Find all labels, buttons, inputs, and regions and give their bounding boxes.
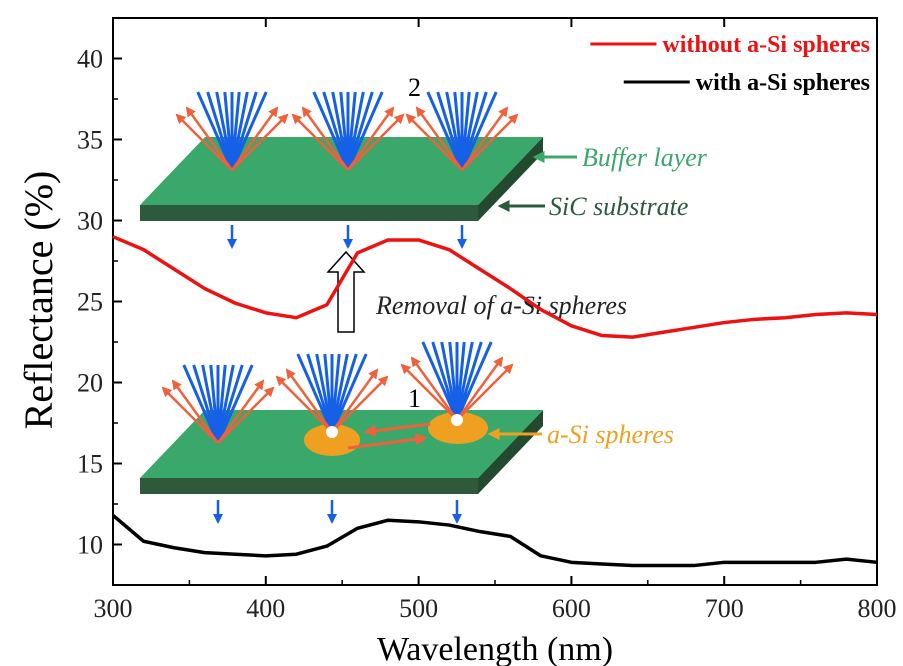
y-tick-label: 25 (77, 288, 103, 317)
y-tick-label: 20 (77, 369, 103, 398)
legend-label: with a-Si spheres (696, 70, 870, 96)
legend-label: without a-Si spheres (662, 32, 870, 58)
hot-spot (326, 426, 338, 438)
substrate (140, 205, 478, 221)
x-axis-label: Wavelength (nm) (377, 631, 613, 666)
substrate (140, 478, 478, 494)
y-tick-label: 10 (77, 531, 103, 560)
x-tick-label: 400 (246, 594, 285, 623)
y-tick-label: 15 (77, 450, 103, 479)
annotation: Buffer layer (582, 143, 708, 172)
annotation: SiC substrate (549, 192, 688, 221)
annotation: 2 (408, 73, 421, 102)
x-tick-label: 800 (858, 594, 897, 623)
x-tick-label: 500 (399, 594, 438, 623)
annotation: 1 (408, 384, 421, 413)
y-tick-label: 35 (77, 126, 103, 155)
x-tick-label: 600 (552, 594, 591, 623)
annotation: a-Si spheres (547, 420, 674, 449)
x-tick-label: 300 (94, 594, 133, 623)
x-tick-label: 700 (705, 594, 744, 623)
data-line (113, 237, 877, 337)
hot-spot (451, 414, 463, 426)
annotation: Removal of a-Si spheres (375, 291, 627, 320)
y-tick-label: 30 (77, 207, 103, 236)
data-line (113, 515, 877, 565)
y-axis-label: Reflectance (%) (16, 171, 61, 430)
chart: without a-Si spheres with a-Si spheres 2… (0, 0, 903, 666)
y-tick-label: 40 (77, 45, 103, 74)
